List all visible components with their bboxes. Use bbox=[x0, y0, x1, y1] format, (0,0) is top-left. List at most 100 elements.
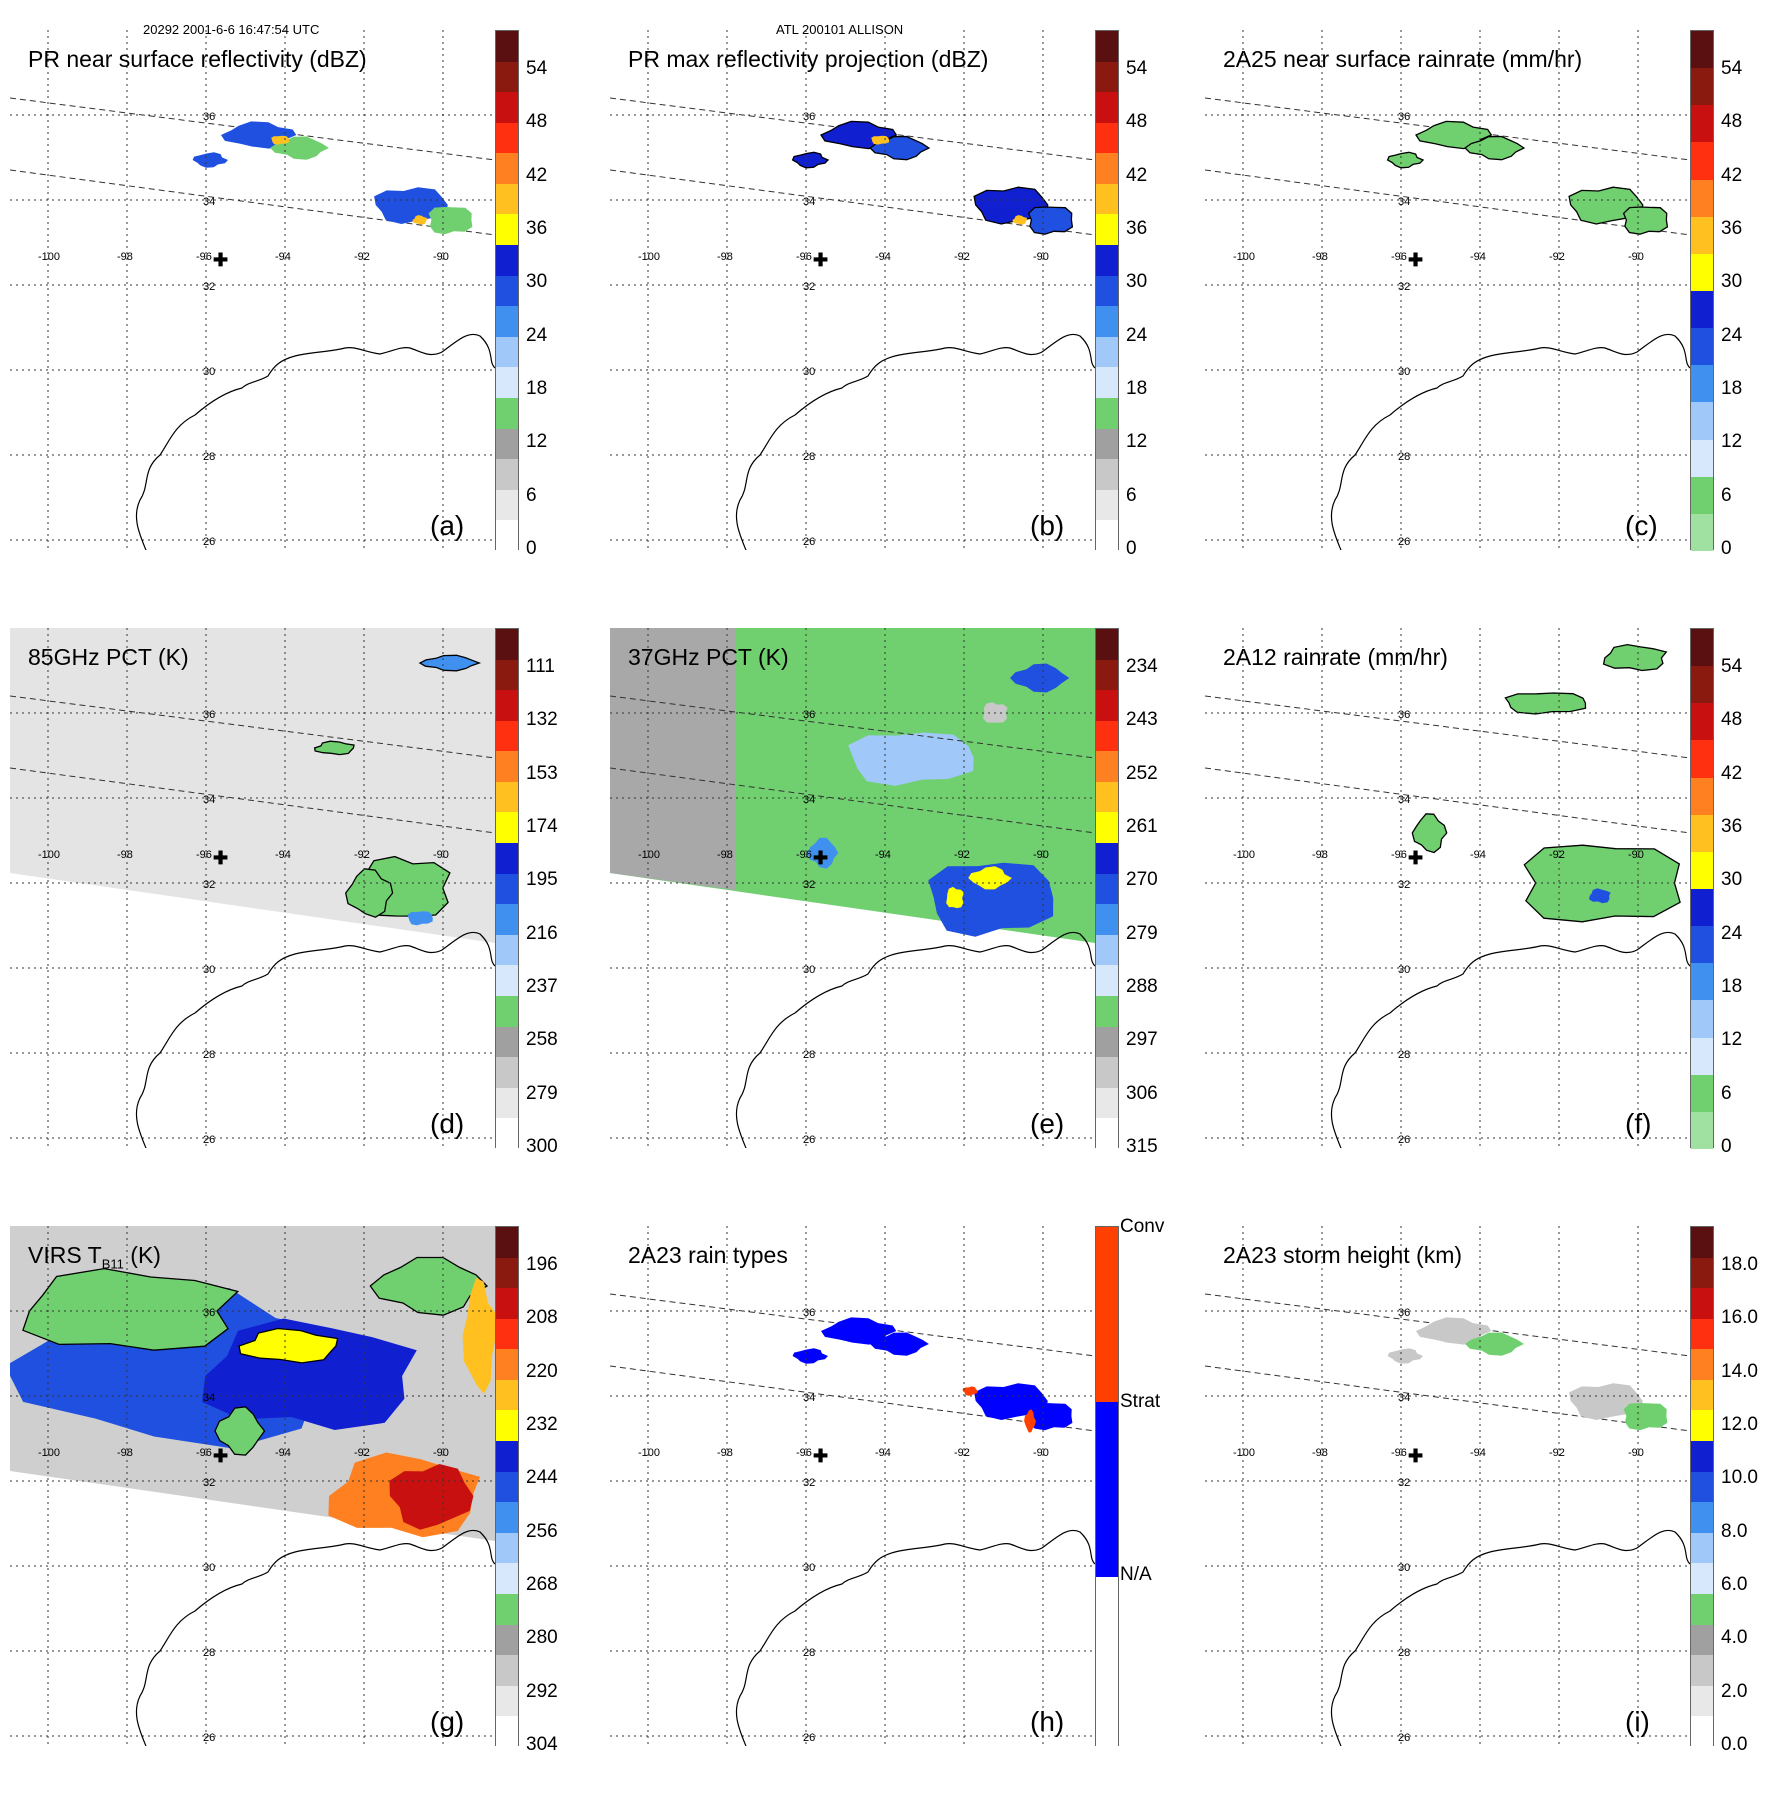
colorbar-segment bbox=[1096, 306, 1118, 337]
gulf-coastline bbox=[735, 333, 1095, 550]
panel-letter: (c) bbox=[1625, 510, 1658, 541]
colorbar-segment bbox=[1691, 777, 1713, 815]
colorbar bbox=[495, 1226, 519, 1747]
heavy-rain-core bbox=[1589, 888, 1611, 904]
colorbar-tick: 306 bbox=[1126, 1082, 1158, 1104]
colorbar-segment bbox=[1096, 1577, 1118, 1747]
colorbar-tick: 0 bbox=[526, 538, 537, 559]
latitude-label: 30 bbox=[203, 1562, 215, 1574]
colorbar-tick: 30 bbox=[1721, 869, 1743, 891]
panel-e: 37GHz PCT (K) (e) -100 -98 -96 -94 -92 -90 36 34 3… bbox=[600, 628, 1185, 1203]
colorbar-tick: 18 bbox=[1126, 378, 1148, 399]
latitude-label: 34 bbox=[203, 1392, 215, 1404]
colorbar-tick: 174 bbox=[526, 816, 558, 837]
colorbar-tick: 10.0 bbox=[1721, 1467, 1758, 1489]
latitude-label: 30 bbox=[1398, 964, 1410, 976]
colorbar-segment bbox=[1096, 153, 1118, 184]
longitude-label: -92 bbox=[1549, 849, 1565, 861]
colorbar-segment bbox=[1691, 1685, 1713, 1717]
longitude-label: -100 bbox=[1233, 849, 1255, 861]
colorbar-tick: 12 bbox=[1721, 1029, 1743, 1051]
colorbar-segment bbox=[1691, 1593, 1713, 1625]
colorbar-segment bbox=[1691, 1257, 1713, 1289]
latitude-label: 28 bbox=[1398, 1647, 1410, 1659]
pr-swath-edge bbox=[610, 695, 1095, 759]
latitude-label: 26 bbox=[203, 1732, 215, 1744]
longitude-label: -100 bbox=[638, 849, 660, 861]
panel-i: 2A23 storm height (km) (i) -100 -98 -96 -94 -9… bbox=[1195, 1226, 1771, 1801]
colorbar-segment bbox=[1096, 275, 1118, 307]
colorbar-segment bbox=[496, 31, 518, 62]
colorbar-tick: 6.0 bbox=[1721, 1574, 1748, 1595]
colorbar-segment bbox=[496, 275, 518, 307]
longitude-label: -96 bbox=[1391, 849, 1407, 861]
latitude-label: 32 bbox=[1398, 1477, 1410, 1489]
longitude-label: -98 bbox=[1312, 251, 1328, 263]
colorbar-segment bbox=[1096, 1118, 1118, 1149]
colorbar-segment bbox=[1096, 629, 1118, 660]
longitude-label: -100 bbox=[1233, 251, 1255, 263]
latitude-label: 34 bbox=[1398, 1392, 1410, 1404]
colorbar-segment bbox=[1691, 105, 1713, 143]
storm-center-marker: ✚ bbox=[213, 848, 228, 868]
latitude-label: 28 bbox=[203, 1647, 215, 1659]
colorbar-segment bbox=[1691, 1502, 1713, 1533]
longitude-label: -100 bbox=[638, 1447, 660, 1459]
colorbar-segment bbox=[1691, 1379, 1713, 1411]
pr-swath-edge bbox=[10, 767, 495, 834]
colorbar-tick: 48 bbox=[1721, 709, 1743, 731]
rain-cell bbox=[821, 1317, 897, 1345]
latitude-label: 26 bbox=[1398, 536, 1410, 548]
colorbar-segment bbox=[496, 629, 518, 660]
colorbar-segment bbox=[496, 336, 518, 368]
colorbar-segment bbox=[1096, 367, 1118, 398]
intense-echo bbox=[1012, 215, 1027, 225]
longitude-label: -94 bbox=[275, 1447, 291, 1459]
rain-area bbox=[1602, 643, 1668, 672]
colorbar bbox=[1095, 628, 1119, 1149]
colorbar-segment bbox=[496, 659, 518, 691]
colorbar-segment bbox=[1096, 214, 1118, 246]
rain-area bbox=[1504, 692, 1587, 715]
panel-title-subscript: B11 bbox=[101, 1256, 124, 1272]
colorbar-tick: 14.0 bbox=[1721, 1360, 1758, 1382]
longitude-label: -90 bbox=[1033, 849, 1049, 861]
panel-title-main: VIRS T bbox=[28, 1242, 102, 1268]
colorbar-tick: 36 bbox=[526, 218, 548, 239]
latitude-label: 36 bbox=[803, 111, 815, 123]
longitude-label: -94 bbox=[275, 849, 291, 861]
longitude-label: -98 bbox=[717, 1447, 733, 1459]
colorbar-tick: 252 bbox=[1126, 762, 1158, 784]
colorbar-segment bbox=[1691, 1441, 1713, 1472]
colorbar-segment bbox=[1691, 1000, 1713, 1038]
colorbar-segment bbox=[496, 1502, 518, 1533]
colorbar-tick: 18 bbox=[1721, 976, 1743, 997]
longitude-label: -90 bbox=[433, 251, 449, 263]
cold-pct-core bbox=[418, 654, 482, 672]
colorbar-tick: 6 bbox=[1126, 484, 1137, 506]
colorbar-segment bbox=[1691, 1563, 1713, 1594]
colorbar-segment bbox=[1096, 520, 1118, 551]
colorbar-segment bbox=[1691, 1318, 1713, 1350]
colorbar-segment bbox=[1691, 926, 1713, 964]
colorbar-tick: 220 bbox=[526, 1360, 558, 1382]
latitude-label: 30 bbox=[803, 366, 815, 378]
longitude-label: -92 bbox=[954, 849, 970, 861]
panel-title: PR near surface reflectivity (dBZ) bbox=[28, 46, 367, 72]
panel-letter: (g) bbox=[430, 1706, 465, 1737]
colorbar-tick: 315 bbox=[1126, 1136, 1158, 1157]
colorbar bbox=[495, 628, 519, 1149]
colorbar-segment bbox=[1096, 965, 1118, 996]
gulf-coastline bbox=[735, 1529, 1095, 1746]
colorbar-segment bbox=[1096, 1402, 1118, 1577]
colorbar-tick: 48 bbox=[1126, 111, 1148, 133]
colorbar-tick: 12.0 bbox=[1721, 1414, 1758, 1435]
map-canvas: -100 -98 -96 -94 -92 -90 36 34 32 30 28 26 ✚ bbox=[1205, 1226, 1690, 1746]
colorbar-tick: 300 bbox=[526, 1136, 558, 1157]
longitude-label: -90 bbox=[1033, 1447, 1049, 1459]
colorbar-segment bbox=[1691, 142, 1713, 180]
rain-cell bbox=[1416, 1317, 1492, 1345]
latitude-label: 30 bbox=[803, 1562, 815, 1574]
gulf-coastline bbox=[735, 931, 1095, 1148]
colorbar-segment bbox=[496, 1716, 518, 1747]
